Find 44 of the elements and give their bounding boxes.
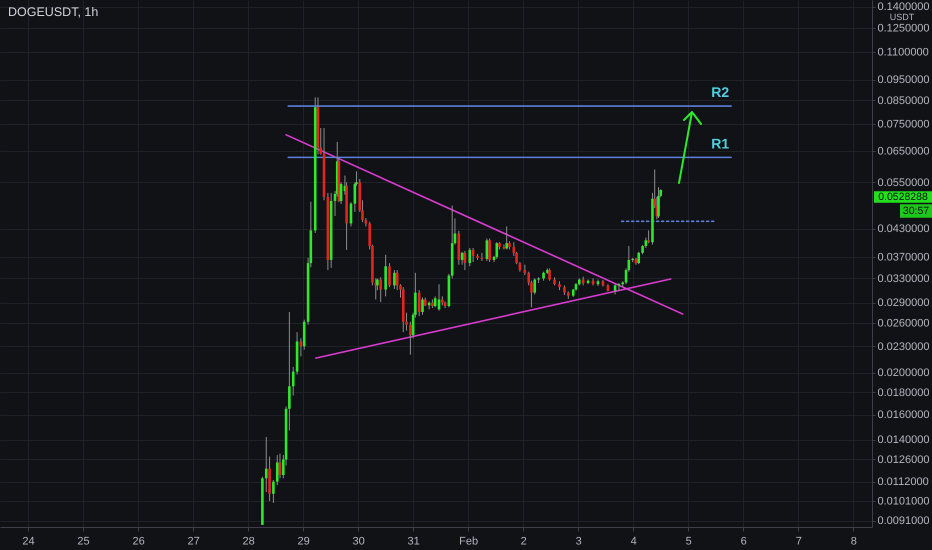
y-tick-label: 0.0550000 — [878, 176, 930, 189]
y-axis-title: USDT — [890, 12, 915, 22]
y-tick-label: 0.0330000 — [878, 272, 930, 285]
chart-title: DOGEUSDT, 1h — [8, 5, 98, 19]
y-tick-label: 0.0140000 — [878, 434, 930, 446]
series-label: R1 — [711, 135, 730, 152]
x-tick-label: 30 — [352, 536, 365, 548]
y-tick-label: 0.0260000 — [878, 318, 930, 330]
x-tick-label: 25 — [77, 536, 90, 548]
x-tick-label: 26 — [132, 536, 145, 548]
x-tick-label: 7 — [796, 536, 802, 548]
y-tick-label: 0.0200000 — [878, 367, 930, 380]
y-tick-label: 0.0101000 — [878, 496, 930, 508]
y-tick-label: 0.0370000 — [878, 251, 930, 264]
y-tick-label: 0.0430000 — [878, 223, 930, 236]
series-label: R2 — [711, 84, 730, 100]
y-tick-label: 0.0650000 — [878, 145, 930, 158]
y-tick-label: 0.1100000 — [878, 46, 929, 58]
y-tick-label: 0.1400000 — [878, 1, 930, 14]
y-tick-label: 0.0290000 — [878, 297, 930, 310]
y-tick-label: 0.0230000 — [878, 340, 930, 353]
y-tick-label: 0.1250000 — [878, 22, 930, 34]
y-tick-label: 0.0180000 — [878, 386, 930, 399]
y-tick-label: 0.0091000 — [878, 515, 930, 528]
x-tick-label: 8 — [850, 536, 857, 548]
y-tick-label: 0.0750000 — [878, 118, 930, 130]
x-tick-label: 28 — [242, 536, 255, 548]
text: 30:57 — [902, 205, 930, 218]
x-tick-label: Feb — [459, 536, 478, 548]
x-tick-label: 29 — [297, 536, 310, 548]
x-tick-label: 6 — [740, 536, 747, 548]
x-tick-label: 2 — [520, 536, 527, 548]
x-tick-label: 31 — [408, 536, 420, 548]
x-tick-label: 24 — [22, 536, 35, 548]
text: 0.0528288 — [878, 191, 928, 204]
y-tick-label: 0.0160000 — [878, 409, 930, 422]
x-tick-label: 4 — [630, 536, 637, 548]
x-tick-label: 5 — [686, 536, 692, 548]
y-tick-label: 0.0950000 — [878, 74, 930, 86]
y-tick-label: 0.0850000 — [878, 94, 930, 107]
y-tick-label: 0.0126000 — [878, 454, 930, 466]
x-tick-label: 27 — [187, 536, 200, 548]
x-tick-label: 3 — [576, 536, 582, 548]
y-tick-label: 0.0112000 — [878, 476, 929, 488]
